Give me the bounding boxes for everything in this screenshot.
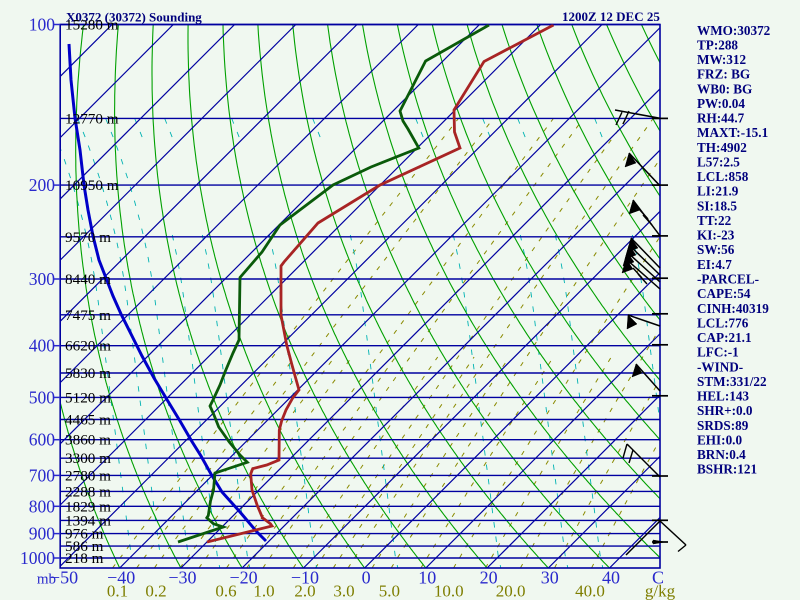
- svg-text:6620 m: 6620 m: [65, 338, 111, 355]
- svg-text:−20: −20: [230, 568, 258, 588]
- svg-text:BSHR:121: BSHR:121: [697, 462, 757, 477]
- svg-text:2.0: 2.0: [294, 582, 315, 600]
- svg-text:20.0: 20.0: [496, 582, 526, 600]
- svg-text:C: C: [652, 568, 664, 588]
- svg-text:HEL:143: HEL:143: [697, 389, 749, 404]
- svg-text:LFC:-1: LFC:-1: [697, 345, 739, 360]
- svg-text:30: 30: [541, 568, 559, 588]
- svg-text:EHI:0.0: EHI:0.0: [697, 432, 742, 447]
- svg-text:40.0: 40.0: [575, 582, 605, 600]
- svg-text:218 m: 218 m: [65, 550, 104, 567]
- svg-text:WB0: BG: WB0: BG: [697, 81, 752, 96]
- svg-text:CAPE:54: CAPE:54: [697, 286, 751, 301]
- svg-text:200: 200: [29, 175, 56, 195]
- svg-text:20: 20: [480, 568, 498, 588]
- svg-text:10.0: 10.0: [434, 582, 464, 600]
- svg-text:5830 m: 5830 m: [65, 365, 111, 382]
- svg-text:1.0: 1.0: [253, 582, 274, 600]
- svg-text:SW:56: SW:56: [697, 242, 735, 257]
- svg-text:2288 m: 2288 m: [65, 483, 111, 500]
- svg-text:LCL:858: LCL:858: [697, 169, 749, 184]
- svg-text:−10: −10: [291, 568, 319, 588]
- svg-text:KI:-23: KI:-23: [697, 228, 735, 243]
- svg-text:3.0: 3.0: [333, 582, 354, 600]
- svg-text:300: 300: [29, 269, 56, 289]
- svg-text:LCL:776: LCL:776: [697, 315, 749, 330]
- svg-text:CAP:21.1: CAP:21.1: [697, 330, 752, 345]
- svg-text:7475 m: 7475 m: [65, 307, 111, 324]
- svg-text:600: 600: [29, 430, 56, 450]
- svg-text:1829 m: 1829 m: [65, 498, 111, 515]
- svg-text:TT:22: TT:22: [697, 213, 732, 228]
- svg-text:10: 10: [418, 568, 436, 588]
- svg-text:X0372 (30372) Sounding: X0372 (30372) Sounding: [66, 10, 202, 25]
- svg-text:12770 m: 12770 m: [65, 110, 119, 127]
- svg-text:900: 900: [29, 524, 56, 544]
- svg-text:2780 m: 2780 m: [65, 467, 111, 484]
- svg-text:SHR+:0.0: SHR+:0.0: [697, 403, 753, 418]
- svg-text:PW:0.04: PW:0.04: [697, 96, 745, 111]
- svg-text:0.2: 0.2: [145, 582, 166, 600]
- svg-text:MAXT:-15.1: MAXT:-15.1: [697, 125, 768, 140]
- svg-text:TP:288: TP:288: [697, 37, 738, 52]
- svg-text:−40: −40: [107, 568, 135, 588]
- svg-text:586 m: 586 m: [65, 538, 104, 555]
- svg-text:976 m: 976 m: [65, 526, 104, 543]
- svg-text:5120 m: 5120 m: [65, 389, 111, 406]
- svg-text:0.1: 0.1: [107, 582, 128, 600]
- svg-text:1000: 1000: [20, 548, 55, 568]
- svg-text:-WIND-: -WIND-: [697, 359, 743, 374]
- svg-text:9570 m: 9570 m: [65, 229, 111, 246]
- svg-text:g/kg: g/kg: [645, 582, 676, 600]
- svg-text:−50: −50: [50, 568, 78, 588]
- svg-text:1394 m: 1394 m: [65, 512, 111, 529]
- svg-text:3860 m: 3860 m: [65, 432, 111, 449]
- svg-text:BRN:0.4: BRN:0.4: [697, 447, 746, 462]
- svg-text:L57:2.5: L57:2.5: [697, 155, 740, 170]
- svg-text:40: 40: [602, 568, 620, 588]
- svg-text:MW:312: MW:312: [697, 52, 746, 67]
- svg-text:15280 m: 15280 m: [65, 17, 119, 34]
- svg-text:3300 m: 3300 m: [65, 450, 111, 467]
- svg-text:LI:21.9: LI:21.9: [697, 184, 739, 199]
- svg-text:WMO:30372: WMO:30372: [697, 23, 771, 38]
- svg-text:STM:331/22: STM:331/22: [697, 374, 767, 389]
- svg-text:0.6: 0.6: [215, 582, 236, 600]
- svg-text:SI:18.5: SI:18.5: [697, 198, 737, 213]
- svg-text:10950 m: 10950 m: [65, 177, 119, 194]
- svg-text:mb: mb: [37, 572, 56, 588]
- svg-text:400: 400: [29, 336, 56, 356]
- svg-text:EI:4.7: EI:4.7: [697, 257, 732, 272]
- svg-text:700: 700: [29, 465, 56, 485]
- svg-text:CINH:40319: CINH:40319: [697, 301, 769, 316]
- svg-text:1200Z 12 DEC 25: 1200Z 12 DEC 25: [562, 9, 660, 24]
- svg-text:800: 800: [29, 496, 56, 516]
- svg-text:0: 0: [362, 568, 371, 588]
- svg-text:5.0: 5.0: [379, 582, 400, 600]
- svg-text:RH:44.7: RH:44.7: [697, 111, 745, 126]
- svg-text:−30: −30: [168, 568, 196, 588]
- svg-text:4465 m: 4465 m: [65, 412, 111, 429]
- svg-text:SRDS:89: SRDS:89: [697, 418, 749, 433]
- svg-text:8440 m: 8440 m: [65, 271, 111, 288]
- svg-text:-PARCEL-: -PARCEL-: [697, 272, 759, 287]
- svg-text:TH:4902: TH:4902: [697, 140, 747, 155]
- svg-text:100: 100: [29, 15, 56, 35]
- svg-text:FRZ: BG: FRZ: BG: [697, 67, 750, 82]
- svg-text:500: 500: [29, 387, 56, 407]
